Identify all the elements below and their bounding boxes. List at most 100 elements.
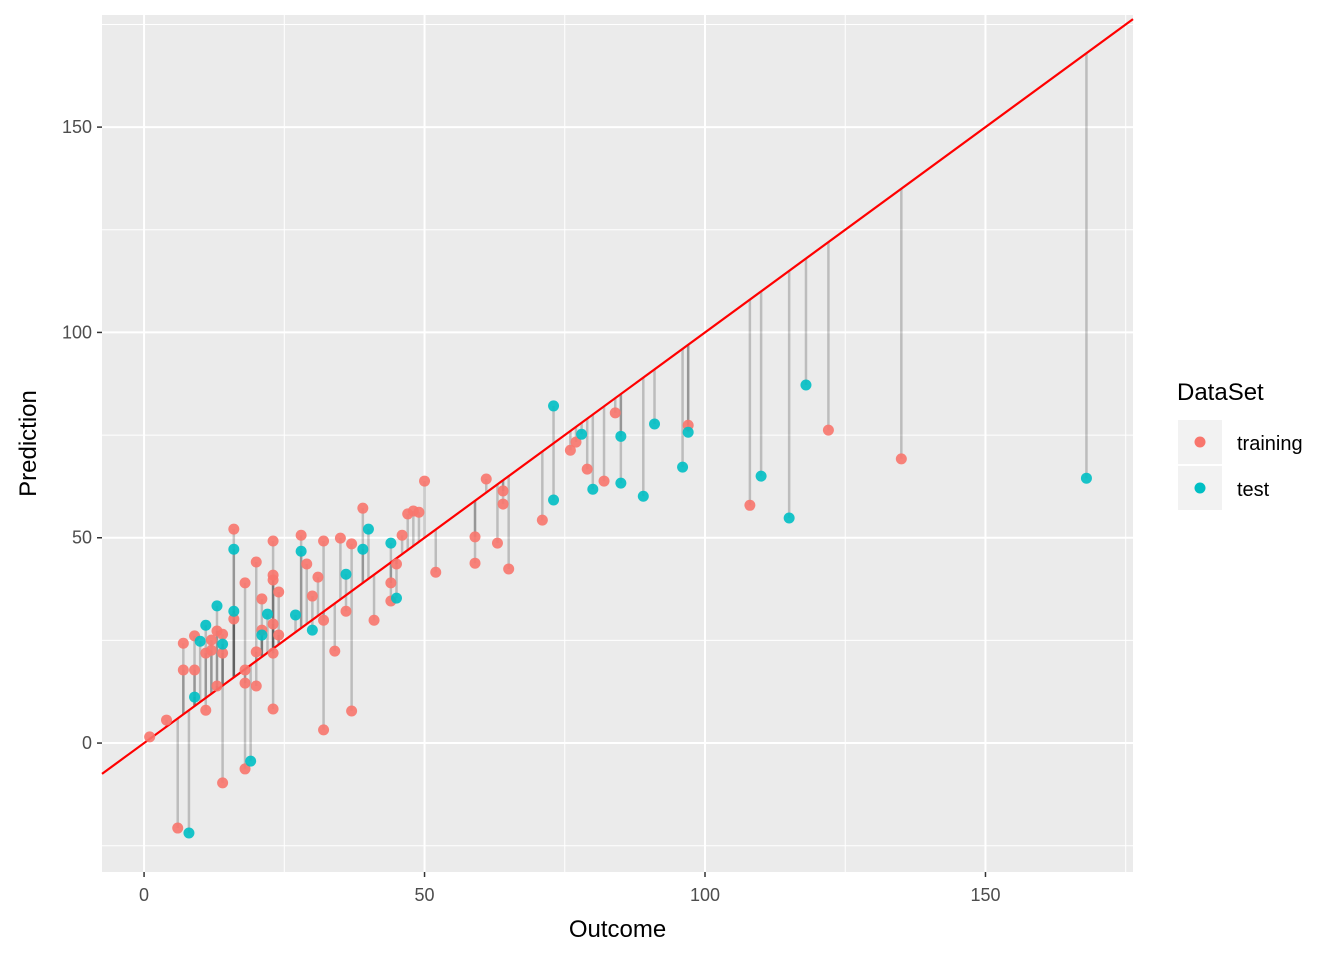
point-test [261,608,273,620]
point-test [615,477,627,489]
point-test [615,430,627,442]
point-test [637,490,649,502]
point-test [649,418,661,430]
point-training [273,586,285,598]
point-training [172,822,184,834]
point-training [250,680,262,692]
point-training [895,453,907,465]
point-training [217,628,229,640]
point-training [144,731,156,743]
point-training [267,574,279,586]
point-test [548,400,560,412]
legend-point-training [1194,436,1206,448]
point-training [267,535,279,547]
point-test [357,543,369,555]
point-test [245,755,257,767]
point-training [239,577,251,589]
point-training [419,475,431,487]
point-training [267,647,279,659]
point-training [357,502,369,514]
point-training [295,529,307,541]
point-training [430,566,442,578]
point-test [194,635,206,647]
point-training [385,577,397,589]
y-axis-title: Prediction [15,390,42,497]
point-training [396,529,408,541]
point-training [228,613,240,625]
point-test [228,543,240,555]
point-training [609,407,621,419]
point-training [177,637,189,649]
point-test [800,379,812,391]
point-test [576,428,588,440]
point-training [200,704,212,716]
point-training [177,664,189,676]
point-test [295,545,307,557]
x-tick-label: 50 [415,885,435,905]
point-training [239,677,251,689]
point-training [318,535,330,547]
point-training [346,538,358,550]
point-test [682,426,694,438]
point-training [189,664,201,676]
point-training [273,629,285,641]
point-test [256,629,268,641]
legend-label-test: test [1237,479,1270,501]
y-tick-label: 50 [72,528,92,548]
y-tick-label: 100 [62,322,92,342]
point-training [318,614,330,626]
point-test [783,512,795,524]
point-test [228,605,240,617]
point-training [564,444,576,456]
legend-label-training: training [1237,433,1303,455]
point-training [491,537,503,549]
point-test [1080,472,1092,484]
point-test [390,592,402,604]
point-test [362,523,374,535]
x-tick-label: 100 [690,885,720,905]
legend-title: DataSet [1177,379,1264,406]
point-test [200,619,212,631]
point-test [548,494,560,506]
point-training [480,473,492,485]
point-test [385,537,397,549]
point-test [755,470,767,482]
point-training [413,506,425,518]
point-training [368,614,380,626]
point-training [312,571,324,583]
point-test [189,691,201,703]
y-tick-label: 0 [82,733,92,753]
point-training [250,646,262,658]
point-test [677,461,689,473]
point-training [822,424,834,436]
point-training [598,475,610,487]
x-tick-label: 150 [970,885,1000,905]
point-training [469,531,481,543]
point-training [228,523,240,535]
point-test [211,600,223,612]
point-training [205,634,217,646]
point-training [267,703,279,715]
point-training [581,463,593,475]
point-training [267,618,279,630]
point-training [497,485,509,497]
point-training [306,590,318,602]
point-training [329,645,341,657]
point-training [301,558,313,570]
point-training [211,680,223,692]
x-tick-label: 0 [139,885,149,905]
plot-panel [102,15,1133,872]
point-training [340,605,352,617]
point-training [250,556,262,568]
point-training [570,436,582,448]
point-test [183,827,195,839]
point-training [318,724,330,736]
point-training [334,532,346,544]
point-training [239,664,251,676]
point-training [239,763,251,775]
point-training [346,705,358,717]
point-training [497,498,509,510]
point-test [340,568,352,580]
